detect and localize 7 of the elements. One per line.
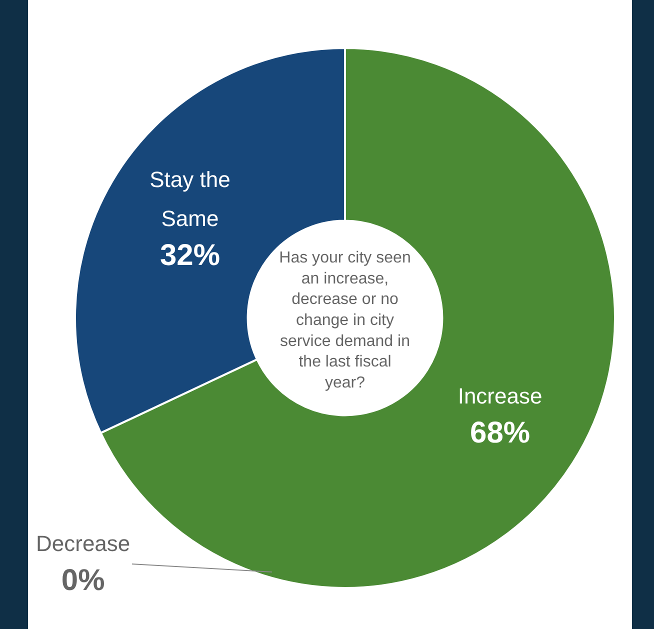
text: Has your city seen an increase, decrease or no change in city service demand in the last fiscal year? [279, 248, 411, 392]
slice-label: Stay the Same [150, 167, 230, 232]
slice-label: Increase [458, 383, 542, 408]
text: 0% [61, 564, 105, 597]
category-label: Decrease [36, 531, 130, 556]
data-label: 32% [160, 239, 220, 272]
data-label: 68% [470, 416, 530, 450]
